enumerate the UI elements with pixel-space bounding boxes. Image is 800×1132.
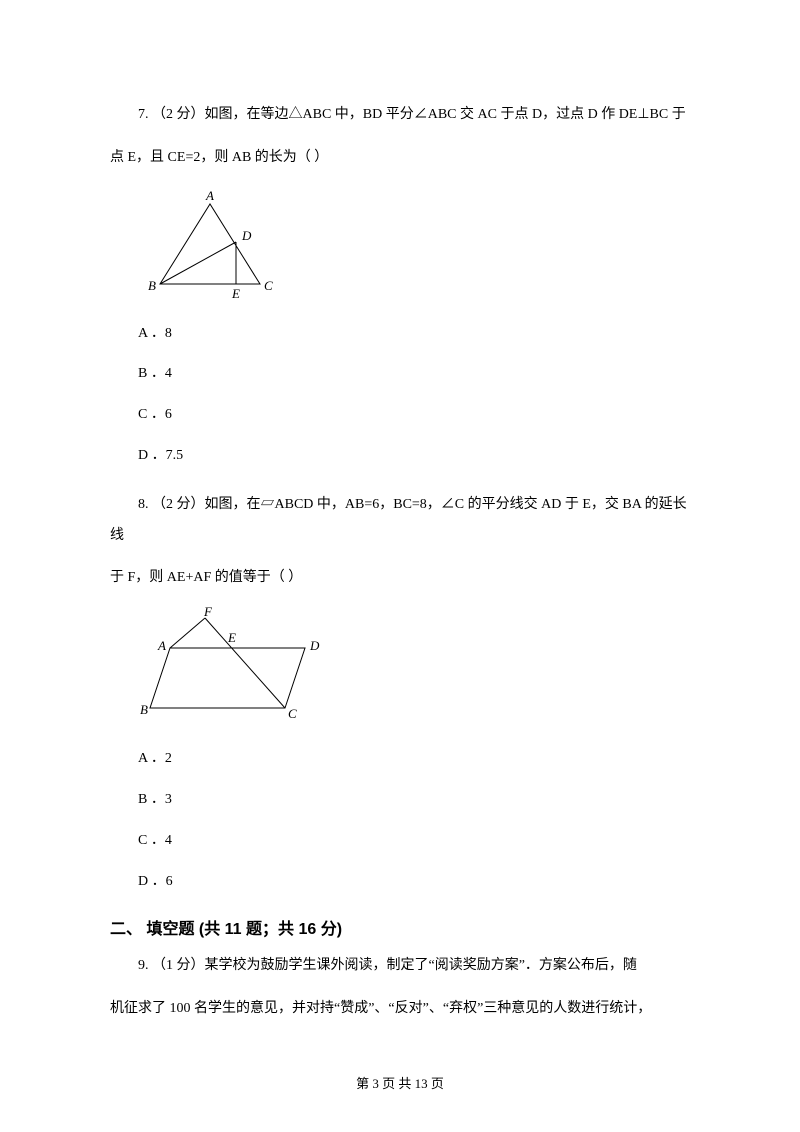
q8-options: A ．2 B ．3 C ．4 D ．6 [110, 744, 690, 897]
q7-option-c: C ．6 [110, 400, 690, 431]
q8-label-E: E [227, 630, 236, 645]
q7-figure: A B C D E [140, 186, 690, 301]
q7-stem-line2: 点 E，且 CE=2，则 AB 的长为（ ） [110, 143, 690, 174]
q7-label-A: A [205, 188, 214, 203]
q7-option-b: B ．4 [110, 359, 690, 390]
q8-option-a: A ．2 [110, 744, 690, 775]
q9-stem-line1: 9. （1 分）某学校为鼓励学生课外阅读，制定了“阅读奖励方案”．方案公布后，随 [110, 951, 690, 982]
q8-option-d: D ．6 [110, 867, 690, 898]
q8-label-D: D [309, 638, 320, 653]
q7-label-C: C [264, 278, 273, 293]
q8-option-b: B ．3 [110, 785, 690, 816]
q7-label-B: B [148, 278, 156, 293]
q8-label-F: F [203, 606, 213, 619]
q8-label-B: B [140, 702, 148, 717]
q7-options: A ．8 B ．4 C ．6 D ．7.5 [110, 319, 690, 472]
q8-option-c: C ．4 [110, 826, 690, 857]
q9-stem-line2: 机征求了 100 名学生的意见，并对持“赞成”、“反对”、“弃权”三种意见的人数… [110, 994, 690, 1025]
q8-figure: A B C D E F [140, 606, 690, 726]
q7-stem-line1: 7. （2 分）如图，在等边△ABC 中，BD 平分∠ABC 交 AC 于点 D… [110, 100, 690, 131]
q8-label-A: A [157, 638, 166, 653]
q8-label-C: C [288, 706, 297, 721]
page-footer: 第 3 页 共 13 页 [0, 1073, 800, 1092]
q7-label-E: E [231, 286, 240, 301]
q7-option-d: D ．7.5 [110, 441, 690, 472]
q8-stem-line1: 8. （2 分）如图，在▱ABCD 中，AB=6，BC=8，∠C 的平分线交 A… [110, 490, 690, 552]
q7-option-a: A ．8 [110, 319, 690, 350]
q8-stem-line2: 于 F，则 AE+AF 的值等于（ ） [110, 563, 690, 594]
q7-label-D: D [241, 228, 252, 243]
section2-heading: 二、 填空题 (共 11 题；共 16 分) [110, 915, 690, 939]
